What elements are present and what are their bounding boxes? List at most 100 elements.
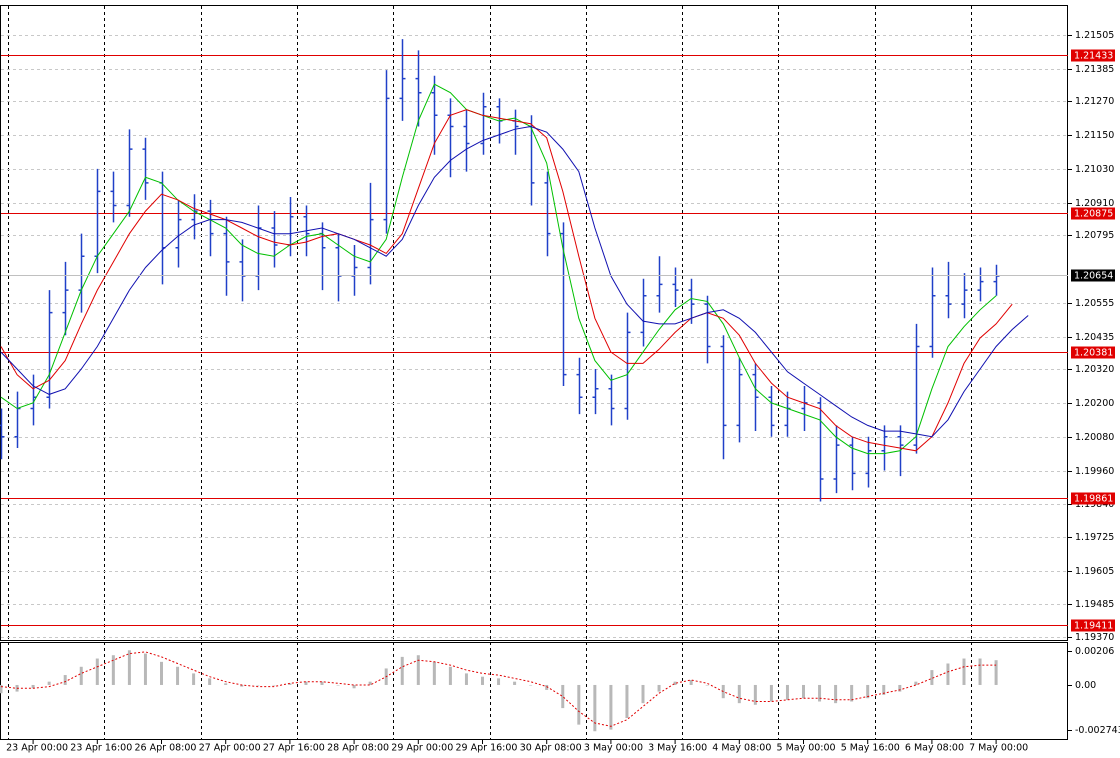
macd-histogram-bar xyxy=(657,684,661,692)
current-price-box xyxy=(1071,269,1115,282)
macd-histogram-bar xyxy=(0,684,3,694)
price-bar xyxy=(367,182,374,285)
macd-histogram-bar xyxy=(192,673,196,685)
y-tick-label: 1.19485 xyxy=(1075,599,1114,610)
y-tick-label: 1.19960 xyxy=(1075,466,1114,477)
macd-histogram-bar xyxy=(272,684,276,686)
current-price-label: 1.20654 xyxy=(1074,271,1113,282)
price-bar xyxy=(913,323,920,454)
macd-histogram-bar xyxy=(160,661,163,685)
y-tick-label: 1.21030 xyxy=(1075,164,1114,175)
price-bar xyxy=(592,369,599,415)
price-bar xyxy=(929,267,936,358)
macd-histogram-bar xyxy=(593,684,597,732)
macd-histogram-bar xyxy=(818,684,822,702)
macd-histogram-bar xyxy=(785,684,789,700)
macd-histogram-bar xyxy=(705,684,709,686)
macd-histogram-bar xyxy=(866,684,870,699)
x-tick-label: 27 Apr 00:00 xyxy=(199,743,261,754)
price-bar xyxy=(207,199,214,257)
macd-histogram-bar xyxy=(400,656,404,685)
price-bar xyxy=(881,425,888,471)
y-tick-label: 1.20435 xyxy=(1075,332,1114,343)
level-label-box xyxy=(1071,492,1115,505)
x-tick-label: 7 May 00:00 xyxy=(969,743,1028,754)
x-tick-label: 3 May 16:00 xyxy=(648,743,707,754)
price-bar xyxy=(688,278,695,324)
moving-average xyxy=(0,125,1029,438)
x-tick-label: 29 Apr 16:00 xyxy=(456,743,518,754)
macd-histogram-bar xyxy=(834,684,838,704)
x-tick-label: 29 Apr 00:00 xyxy=(391,743,453,754)
price-bar xyxy=(142,137,149,200)
macd-histogram-bar xyxy=(930,670,934,685)
price-bar xyxy=(271,211,278,268)
x-tick-label: 23 Apr 00:00 xyxy=(6,743,68,754)
macd-histogram-bar xyxy=(304,681,308,685)
macd-histogram-bar xyxy=(31,684,35,689)
macd-histogram-bar xyxy=(689,680,693,685)
y-tick-label: 1.21150 xyxy=(1075,130,1114,141)
price-bar xyxy=(945,261,952,319)
x-tick-label: 23 Apr 16:00 xyxy=(70,743,132,754)
macd-histogram-bar xyxy=(914,681,918,685)
macd-histogram-bar xyxy=(529,684,533,686)
price-bar xyxy=(544,171,551,257)
price-panel-frame xyxy=(0,5,1068,641)
y-tick-label: 1.20795 xyxy=(1075,230,1114,241)
y-tick-label: 1.20320 xyxy=(1075,364,1114,375)
price-bar xyxy=(608,374,615,426)
macd-histogram-bar xyxy=(63,675,67,685)
price-bar xyxy=(415,50,422,127)
price-bar xyxy=(110,171,117,223)
price-bar xyxy=(0,408,5,460)
price-bar xyxy=(961,273,968,319)
price-bar xyxy=(126,129,133,217)
macd-histogram-bar xyxy=(577,684,581,725)
x-tick-label: 26 Apr 08:00 xyxy=(135,743,197,754)
macd-histogram-bar xyxy=(946,663,950,685)
macd-histogram-bar xyxy=(464,673,468,685)
price-bar xyxy=(576,357,583,415)
macd-histogram-bar xyxy=(609,684,613,730)
price-bar xyxy=(865,436,872,488)
macd-histogram-bar xyxy=(545,684,549,690)
moving-average xyxy=(0,83,997,455)
price-bar xyxy=(431,75,438,155)
price-bar xyxy=(191,194,198,240)
macd-histogram-bar xyxy=(336,684,340,686)
price-bar xyxy=(223,216,230,296)
macd-histogram-bar xyxy=(240,684,244,687)
price-bar xyxy=(624,312,631,420)
macd-histogram-bar xyxy=(176,666,180,685)
y-tick-label: 1.19725 xyxy=(1075,532,1114,543)
macd-histogram-bar xyxy=(994,660,998,685)
price-bar xyxy=(817,397,824,502)
macd-histogram-bar xyxy=(256,684,260,686)
moving-average xyxy=(0,109,1013,452)
x-tick-label: 5 May 00:00 xyxy=(777,743,836,754)
price-bar xyxy=(656,256,663,313)
y-tick-label: 1.20080 xyxy=(1075,432,1114,443)
level-label-box xyxy=(1071,49,1115,62)
y-tick-label: 1.21385 xyxy=(1075,64,1114,75)
macd-histogram-bar xyxy=(432,661,436,685)
level-label: 1.19411 xyxy=(1074,621,1113,632)
macd-histogram-bar xyxy=(962,658,966,685)
price-bar xyxy=(720,335,727,460)
y-tick-label: 1.21505 xyxy=(1075,30,1114,41)
y-tick-label: 1.20910 xyxy=(1075,198,1114,209)
price-bar xyxy=(480,92,487,155)
price-bar xyxy=(736,357,743,443)
macd-histogram-bar xyxy=(352,684,356,689)
price-bar xyxy=(46,290,53,409)
macd-histogram-bar xyxy=(95,658,99,685)
level-label: 1.20381 xyxy=(1074,348,1113,359)
price-bar xyxy=(399,39,406,121)
macd-histogram-bar xyxy=(898,684,902,692)
level-label-box xyxy=(1071,619,1115,632)
level-label-box xyxy=(1071,346,1115,359)
macd-histogram-bar xyxy=(416,655,420,685)
price-bar xyxy=(175,199,182,268)
